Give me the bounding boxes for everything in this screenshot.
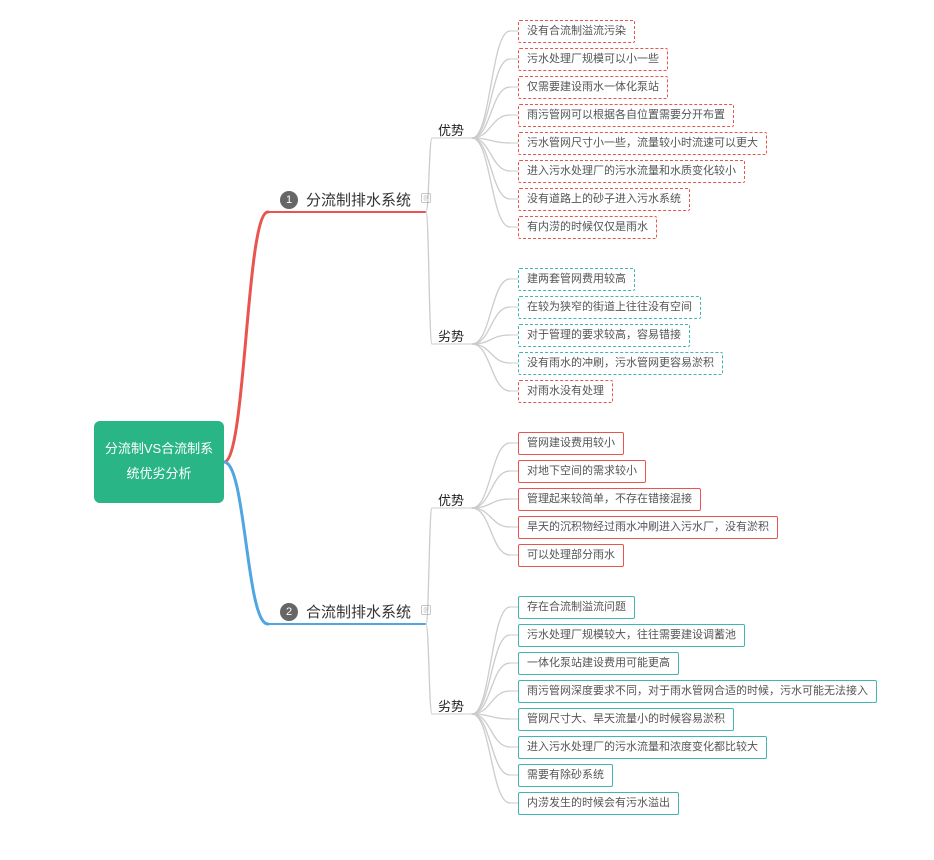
leaf-item: 可以处理部分雨水 (518, 544, 624, 567)
branch-underline (268, 623, 426, 625)
branch-number-badge: 2 (280, 603, 298, 621)
leaf-item: 有内涝的时候仅仅是雨水 (518, 216, 657, 239)
note-icon (419, 191, 433, 208)
note-icon (419, 603, 433, 620)
branch-title: 合流制排水系统 (306, 601, 411, 622)
leaf-item: 污水处理厂规模可以小一些 (518, 48, 668, 71)
leaf-item: 仅需要建设雨水一体化泵站 (518, 76, 668, 99)
branch-node: 2 合流制排水系统 (280, 601, 433, 622)
leaf-item: 在较为狭窄的街道上往往没有空间 (518, 296, 701, 319)
group-label: 劣势 (438, 326, 464, 345)
leaf-item: 对于管理的要求较高，容易错接 (518, 324, 690, 347)
leaf-item: 建两套管网费用较高 (518, 268, 635, 291)
leaf-item: 旱天的沉积物经过雨水冲刷进入污水厂，没有淤积 (518, 516, 778, 539)
leaf-item: 污水处理厂规模较大，往往需要建设调蓄池 (518, 624, 745, 647)
leaf-item: 管网建设费用较小 (518, 432, 624, 455)
leaf-item: 没有雨水的冲刷，污水管网更容易淤积 (518, 352, 723, 375)
leaf-item: 管理起来较简单，不存在错接混接 (518, 488, 701, 511)
leaf-item: 对地下空间的需求较小 (518, 460, 646, 483)
leaf-item: 进入污水处理厂的污水流量和浓度变化都比较大 (518, 736, 767, 759)
leaf-item: 雨污管网可以根据各自位置需要分开布置 (518, 104, 734, 127)
mindmap-canvas: 分流制VS合流制系统优劣分析 没有合流制溢流污染污水处理厂规模可以小一些仅需要建… (0, 0, 934, 860)
leaf-item: 进入污水处理厂的污水流量和水质变化较小 (518, 160, 745, 183)
group-label: 劣势 (438, 696, 464, 715)
leaf-item: 对雨水没有处理 (518, 380, 613, 403)
leaf-item: 没有合流制溢流污染 (518, 20, 635, 43)
root-label: 分流制VS合流制系统优劣分析 (100, 437, 218, 486)
leaf-item: 污水管网尺寸小一些，流量较小时流速可以更大 (518, 132, 767, 155)
branch-underline (268, 211, 426, 213)
group-label: 优势 (438, 490, 464, 509)
leaf-item: 一体化泵站建设费用可能更高 (518, 652, 679, 675)
branch-title: 分流制排水系统 (306, 189, 411, 210)
leaf-item: 需要有除砂系统 (518, 764, 613, 787)
leaf-item: 没有道路上的砂子进入污水系统 (518, 188, 690, 211)
branch-number-badge: 1 (280, 191, 298, 209)
root-node: 分流制VS合流制系统优劣分析 (94, 421, 224, 503)
group-label: 优势 (438, 120, 464, 139)
leaf-item: 内涝发生的时候会有污水溢出 (518, 792, 679, 815)
branch-node: 1 分流制排水系统 (280, 189, 433, 210)
leaf-item: 管网尺寸大、旱天流量小的时候容易淤积 (518, 708, 734, 731)
leaf-item: 雨污管网深度要求不同，对于雨水管网合适的时候，污水可能无法接入 (518, 680, 877, 703)
leaf-item: 存在合流制溢流问题 (518, 596, 635, 619)
